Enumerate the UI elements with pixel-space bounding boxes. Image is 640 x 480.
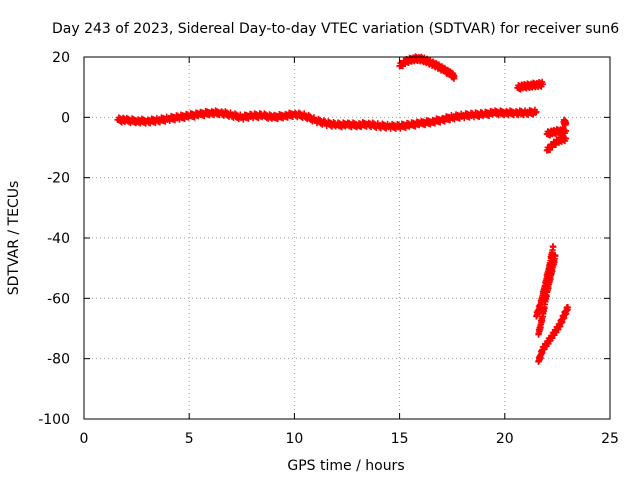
x-tick-label: 5 xyxy=(185,431,194,447)
data-point xyxy=(385,120,403,132)
data-point xyxy=(562,120,570,127)
y-tick-label: -60 xyxy=(47,291,70,307)
series-drop-steep-2 xyxy=(535,251,559,338)
y-tick-label: -20 xyxy=(47,171,70,187)
data-point xyxy=(539,80,546,88)
x-tick-label: 0 xyxy=(80,431,89,447)
data-point xyxy=(533,108,540,116)
series-arc-22-23-b xyxy=(543,125,570,139)
data-point xyxy=(491,107,508,119)
x-tick-label: 10 xyxy=(285,431,303,447)
data-point xyxy=(547,251,559,278)
data-point xyxy=(270,111,287,123)
data-point xyxy=(249,110,266,122)
data-point xyxy=(539,291,550,320)
data-point xyxy=(560,303,571,322)
chart-title: Day 243 of 2023, Sidereal Day-to-day VTE… xyxy=(52,21,619,37)
data-point xyxy=(364,119,382,131)
y-tick-label: -40 xyxy=(47,231,70,247)
x-axis-label: GPS time / hours xyxy=(287,458,404,474)
series-baseline xyxy=(114,106,540,132)
y-axis-ticks: -100 -80 -60 -40 -20 0 20 xyxy=(38,50,610,428)
data-point xyxy=(451,73,458,80)
x-tick-label: 25 xyxy=(601,431,619,447)
data-point xyxy=(535,313,546,338)
series-arc-high xyxy=(396,53,458,82)
data-marks xyxy=(114,53,572,365)
data-point xyxy=(549,243,557,251)
x-tick-label: 15 xyxy=(391,431,409,447)
series-drop-curve xyxy=(535,303,572,365)
data-point xyxy=(562,135,570,142)
series-arc-23-dot xyxy=(560,116,570,129)
x-axis-ticks: 0 5 10 15 20 25 xyxy=(80,57,619,447)
y-tick-label: -80 xyxy=(47,352,70,368)
y-tick-label: 0 xyxy=(61,110,70,126)
series-arc-21-22 xyxy=(514,78,546,93)
data-point xyxy=(560,116,569,129)
data-point xyxy=(417,117,434,129)
data-point xyxy=(562,127,570,135)
series-arc-22-23-a xyxy=(543,133,570,154)
data-point xyxy=(564,304,572,311)
y-axis-label: SDTVAR / TECUs xyxy=(6,181,22,296)
y-tick-label: -100 xyxy=(38,412,70,428)
data-point xyxy=(552,252,559,260)
x-tick-label: 20 xyxy=(496,431,514,447)
y-tick-label: 20 xyxy=(52,50,70,66)
